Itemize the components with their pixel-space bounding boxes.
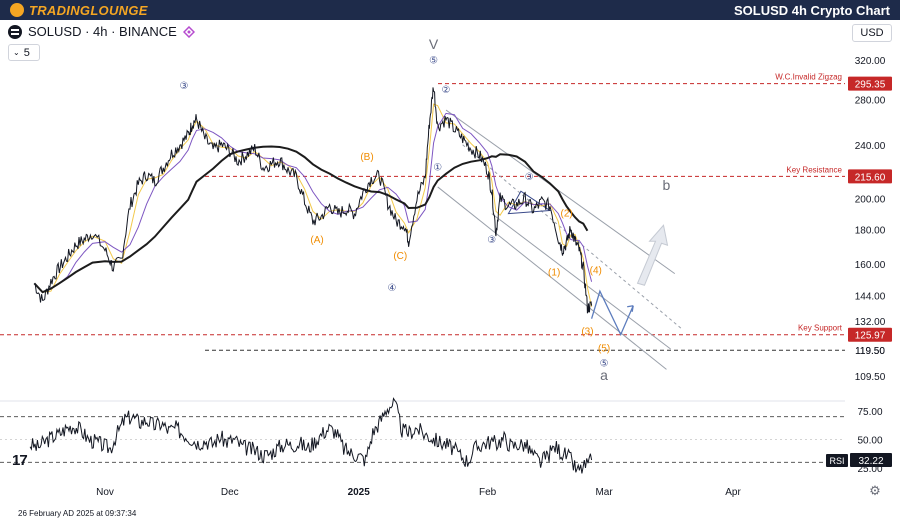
ma-mid-line: [50, 112, 593, 290]
level-price-tag: [848, 327, 892, 342]
channel-line: [491, 213, 671, 350]
rsi-line: [29, 397, 593, 474]
indicator-flag-icon[interactable]: [182, 25, 195, 38]
timestamp: 26 February AD 2025 at 09:37:34: [18, 509, 137, 518]
channel-line: [437, 186, 667, 370]
header-bar: TRADINGLOUNGE SOLUSD 4h Crypto Chart: [0, 0, 900, 20]
wave-label: (4): [590, 266, 602, 277]
rsi-value-label: 32.22: [858, 456, 883, 467]
symbol-row: SOLUSD · 4h · BINANCE: [8, 24, 195, 39]
wave-label: ③: [180, 81, 189, 92]
wave-label: (3): [581, 327, 593, 338]
rsi-value-bg: [850, 453, 892, 467]
wave-label: (5): [598, 343, 610, 354]
rsi-name-label: RSI: [829, 456, 844, 466]
time-tick-label: 2025: [348, 487, 371, 498]
time-tick-label: Mar: [595, 487, 613, 498]
wave-label: ②: [442, 85, 451, 96]
level-price-label: 295.35: [855, 80, 886, 91]
projection-arrowhead: [627, 305, 634, 312]
solana-icon: [8, 24, 22, 39]
wave-label: (2): [561, 209, 573, 220]
currency-selector[interactable]: USD: [852, 24, 892, 42]
price-tick-label: 200.00: [855, 194, 886, 205]
wave-label: ⑤: [600, 359, 609, 370]
level-price-tag: [848, 76, 892, 91]
level-price-label: 125.97: [855, 331, 886, 342]
level-price-label: 215.60: [855, 172, 886, 183]
wave-label: ①: [433, 162, 442, 173]
wave-label: ⑤: [429, 56, 438, 67]
tradingview-logo-icon: 17: [12, 452, 28, 469]
price-tick-label: 280.00: [855, 95, 886, 106]
wave-b-arrow: [636, 224, 669, 286]
level-price-tag: [848, 343, 892, 358]
wave-label: (1): [548, 268, 560, 279]
chevron-down-icon: ⌄: [13, 48, 20, 57]
wave-label: (B): [360, 152, 373, 163]
price-tick-label: 109.50: [855, 372, 886, 383]
level-label: Key Support: [798, 324, 843, 333]
wave-label: ③: [487, 235, 496, 246]
rsi-tick-label: 75.00: [857, 407, 882, 418]
symbol-label[interactable]: SOLUSD · 4h · BINANCE: [28, 24, 177, 39]
wave-label: ③: [525, 172, 534, 183]
channel-line: [445, 109, 676, 275]
brand-logo: TRADINGLOUNGE: [10, 2, 148, 18]
rsi-tick-label: 50.00: [857, 436, 882, 447]
price-tick-label: 160.00: [855, 260, 886, 271]
wave-label: (A): [310, 235, 323, 246]
price-tick-label: 119.50: [855, 346, 885, 357]
legend-toggle[interactable]: ⌄ 5: [8, 44, 40, 61]
wave-label: b: [663, 177, 671, 193]
time-tick-label: Feb: [479, 487, 497, 498]
level-price-label: 119.50: [855, 346, 885, 357]
chart-title: SOLUSD 4h Crypto Chart: [733, 3, 890, 18]
level-price-tag: [848, 169, 892, 184]
brand-mark-icon: [10, 3, 24, 17]
projection-path: [590, 289, 634, 337]
settings-gear-icon[interactable]: ⚙: [869, 483, 881, 498]
wave-label: a: [600, 367, 608, 383]
rsi-badge-bg: [826, 454, 848, 467]
price-tick-label: 132.00: [855, 317, 886, 328]
level-label: W.C.Invalid Zigzag: [775, 73, 842, 82]
ma-slow-line: [33, 145, 589, 294]
channel-line: [462, 144, 684, 331]
wave-label: ④: [387, 283, 396, 294]
legend-count: 5: [23, 46, 30, 59]
triangle-pattern: [507, 190, 552, 215]
level-label: Key Resistance: [786, 165, 842, 174]
wave-label: V: [429, 36, 439, 52]
brand-name: TRADINGLOUNGE: [29, 2, 148, 18]
rsi-tick-label: 25.00: [857, 464, 882, 475]
price-tick-label: 320.00: [855, 56, 886, 67]
ma-fast-line: [42, 103, 593, 307]
time-tick-label: Nov: [96, 487, 114, 498]
time-tick-label: Apr: [725, 487, 741, 498]
price-series-line: [33, 87, 593, 314]
price-tick-label: 240.00: [855, 141, 886, 152]
price-tick-label: 180.00: [855, 226, 886, 237]
price-tick-label: 144.00: [855, 291, 886, 302]
time-tick-label: Dec: [221, 487, 239, 498]
wave-label: (C): [393, 251, 407, 262]
